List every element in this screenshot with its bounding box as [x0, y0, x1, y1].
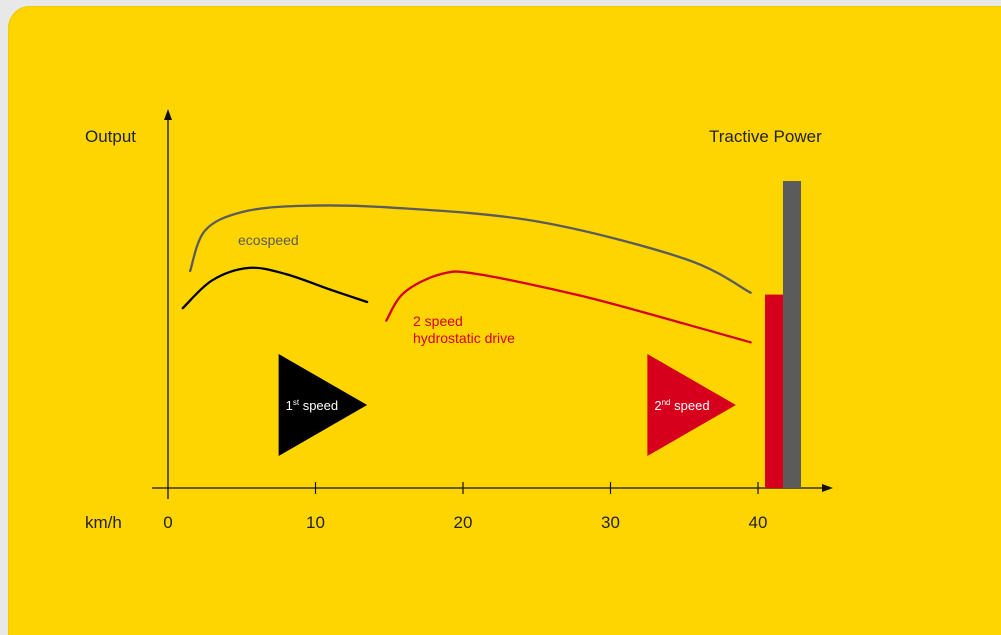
axes	[152, 109, 833, 499]
x-tick-labels: 0 10 20 30 40	[163, 482, 767, 532]
x-tick-label: 20	[454, 513, 473, 532]
y-axis-arrow	[164, 109, 172, 120]
tractive-power-bar-1	[765, 294, 783, 488]
tractive-power-label: Tractive Power	[709, 127, 822, 146]
gear-markers: 1st speed 2nd speed	[278, 354, 736, 456]
series-line-ecospeed	[188, 204, 752, 294]
x-tick-label: 0	[163, 513, 172, 532]
x-tick-label: 10	[306, 513, 325, 532]
chart-panel	[8, 6, 1001, 635]
gear-marker-triangle-2	[647, 354, 736, 456]
ecospeed-label: ecospeed	[238, 232, 299, 248]
hydrostatic-label-line2: hydrostatic drive	[413, 330, 515, 346]
series-line-2-speed-hydrostatic-drive	[385, 270, 752, 344]
gear-marker-triangle-1	[278, 354, 368, 456]
tractive-power-bars	[765, 181, 801, 488]
x-axis-label: km/h	[85, 513, 122, 532]
series-lines	[181, 204, 752, 344]
series-line-1st-speed-segment	[181, 266, 369, 310]
x-tick-label: 30	[601, 513, 620, 532]
gear-marker-label-2: 2nd speed	[654, 398, 709, 413]
tractive-power-bar-2	[783, 181, 801, 488]
y-axis-label: Output	[85, 127, 136, 146]
gear-marker-label-1: 1st speed	[286, 398, 339, 413]
hydrostatic-label-line1: 2 speed	[413, 313, 463, 329]
x-tick-label: 40	[749, 513, 768, 532]
x-axis-arrow	[822, 484, 833, 492]
